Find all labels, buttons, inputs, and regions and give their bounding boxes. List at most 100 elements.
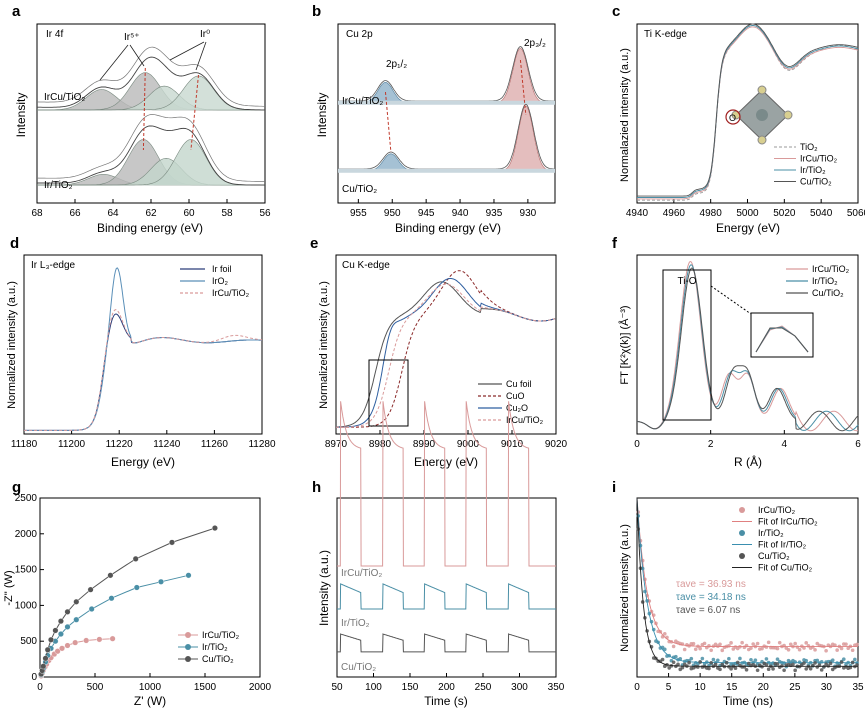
panel-g-point bbox=[73, 616, 80, 623]
panel-i-xlabel: Time (ns) bbox=[723, 694, 773, 708]
panel-g-point bbox=[59, 645, 66, 652]
panel-a-envelope bbox=[37, 56, 265, 111]
panel-e-vacancy-marker bbox=[725, 109, 741, 125]
panel-i-point bbox=[813, 661, 817, 665]
panel-g-point bbox=[132, 555, 139, 562]
panel-i-point bbox=[786, 648, 791, 652]
panel-i-point bbox=[691, 641, 696, 646]
panel-f-series-line bbox=[636, 261, 859, 432]
panel-i-xtick-label: 0 bbox=[634, 682, 640, 693]
panel-a-raw bbox=[36, 114, 265, 182]
panel-i-point bbox=[733, 666, 738, 670]
panel-i-point bbox=[693, 647, 698, 652]
panel-i-point bbox=[720, 648, 725, 653]
panel-i-xtick-label: 35 bbox=[852, 682, 864, 693]
panel-a-xtick-label: 56 bbox=[259, 208, 271, 219]
panel-i-point bbox=[760, 646, 764, 651]
panel-i-point bbox=[671, 644, 676, 649]
panel-h-series-line bbox=[337, 633, 556, 653]
panel-b-annot-2p32: 2p₃/₂ bbox=[524, 38, 546, 49]
panel-i-point bbox=[674, 654, 678, 659]
panel-b-shift-line bbox=[519, 59, 527, 116]
panel-f-zoom-line bbox=[755, 327, 809, 353]
panel-i-tau-label: τave = 6.07 ns bbox=[676, 605, 740, 616]
panel-i-point bbox=[727, 644, 731, 648]
panel-i-point bbox=[791, 662, 795, 667]
panel-a-xtick-label: 60 bbox=[183, 208, 195, 219]
panel-g-point bbox=[107, 572, 114, 579]
panel-g-ytick-label: 0 bbox=[31, 672, 37, 683]
panel-g-point bbox=[48, 636, 55, 643]
panel-g-point bbox=[87, 586, 94, 593]
panel-i-point bbox=[804, 658, 809, 663]
panel-e-crystal-atom bbox=[757, 85, 767, 95]
panel-f-legend-label: Ir/TiO₂ bbox=[812, 276, 838, 286]
panel-c-series-line bbox=[24, 309, 263, 431]
panel-i-point bbox=[764, 645, 769, 649]
panel-i-point bbox=[855, 663, 859, 667]
panel-i-point bbox=[727, 656, 731, 661]
panel-label: i bbox=[612, 479, 616, 496]
panel-a-xtick-label: 62 bbox=[145, 208, 157, 219]
panel-d-title: Cu K-edge bbox=[342, 260, 390, 271]
panel-i-point bbox=[775, 657, 780, 661]
panel-d-series-line bbox=[336, 278, 556, 428]
panel-i-point bbox=[689, 656, 694, 661]
panel-i-point bbox=[698, 660, 702, 664]
panel-h-series-line bbox=[337, 401, 556, 567]
panel-i-point bbox=[775, 662, 780, 666]
panel-c-ylabel: Normalized intensity (a.u.) bbox=[6, 281, 18, 409]
panel-i-point bbox=[766, 667, 771, 672]
panel-i-xtick-label: 5 bbox=[666, 682, 672, 693]
panel-i-point bbox=[707, 666, 711, 671]
panel-i-point bbox=[833, 643, 837, 647]
panel-f-xtick-label: 2 bbox=[708, 439, 714, 450]
panel-e-series-line bbox=[637, 23, 859, 197]
panel-a-shift-line bbox=[142, 67, 146, 151]
panel-i-legend-label: Fit of Cu/TiO₂ bbox=[758, 563, 813, 573]
panel-a-series-label: Ir/TiO₂ bbox=[44, 180, 73, 191]
panel-h-series-label: Cu/TiO₂ bbox=[341, 662, 376, 673]
panel-g-point bbox=[133, 584, 140, 591]
panel-g-point bbox=[64, 642, 71, 649]
panel-i-point bbox=[839, 660, 844, 664]
panel-h-series-label: Ir/TiO₂ bbox=[341, 618, 370, 629]
panel-i-point bbox=[696, 665, 700, 669]
panel-i-legend-label: Fit of IrCu/TiO₂ bbox=[758, 517, 818, 527]
panel-g-legend-marker bbox=[185, 632, 191, 638]
panel-b-series-label: IrCu/TiO₂ bbox=[342, 96, 383, 107]
panel-i-point bbox=[716, 658, 720, 663]
panel-i-point bbox=[802, 646, 806, 650]
panel-f-annot-tio: Ti-O bbox=[677, 276, 696, 287]
panel-e-xtick-label: 4940 bbox=[626, 208, 649, 219]
panel-i-point bbox=[744, 668, 749, 672]
panel-i-point bbox=[819, 668, 824, 672]
panel-i-point bbox=[828, 661, 833, 666]
panel-g-xtick-label: 0 bbox=[37, 682, 43, 693]
panel-g-point bbox=[88, 605, 95, 612]
panel-b-series-label: Cu/TiO₂ bbox=[342, 184, 377, 195]
panel-g-series-line bbox=[40, 527, 216, 675]
panel-a-annot-arrow bbox=[99, 44, 129, 81]
panel-e-crystal-center bbox=[756, 109, 768, 121]
panel-d-frame bbox=[335, 254, 557, 435]
panel-i-point bbox=[711, 657, 716, 662]
panel-d-xtick-label: 9000 bbox=[457, 439, 480, 450]
panel-a-annot-ir5: Ir⁵⁺ bbox=[124, 32, 140, 43]
panel-b-xlabel: Binding energy (eV) bbox=[395, 221, 501, 235]
panel-h-series-label: IrCu/TiO₂ bbox=[341, 568, 382, 579]
panel-i-point bbox=[709, 660, 713, 665]
panel-f-highlight-box bbox=[662, 269, 712, 421]
panel-i-point bbox=[755, 641, 760, 646]
panel-i-legend-label: Ir/TiO₂ bbox=[758, 528, 784, 538]
panel-a-annot-ir0: Ir⁰ bbox=[200, 29, 210, 40]
panel-i-point bbox=[702, 641, 707, 646]
panel-b-peak-fit bbox=[338, 105, 556, 172]
panel-f-xtick-label: 0 bbox=[634, 439, 640, 450]
panel-i-legend-marker bbox=[739, 530, 745, 536]
panel-e-legend-label: TiO₂ bbox=[800, 142, 818, 152]
panel-b-xtick-label: 935 bbox=[486, 208, 503, 219]
panel-i-fit-line bbox=[636, 497, 858, 667]
panel-e-legend-label: Cu/TiO₂ bbox=[800, 177, 832, 187]
panel-g-legend-label: Cu/TiO₂ bbox=[202, 654, 234, 664]
